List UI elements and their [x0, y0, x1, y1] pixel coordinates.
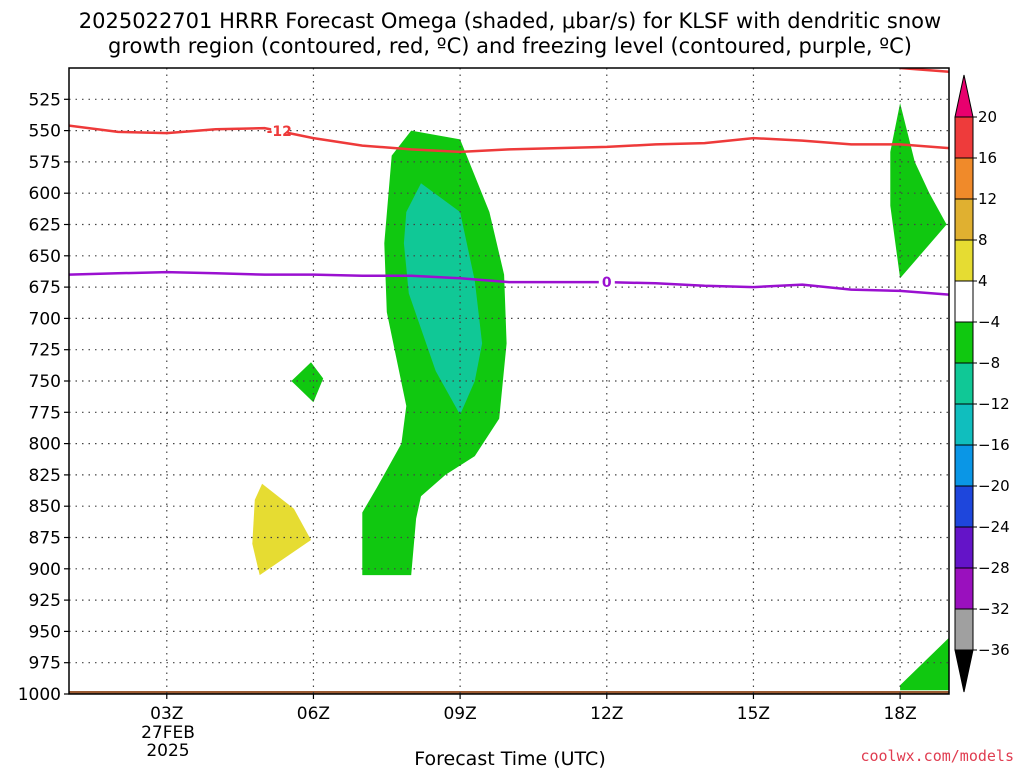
y-tick-label-1000: 1000	[18, 685, 61, 705]
contour-line-0	[69, 270, 949, 296]
colorbar-arrow-top	[954, 74, 974, 118]
y-tick-label-875: 875	[29, 529, 61, 549]
colorbar-bin-9	[954, 485, 974, 528]
omega-right-green	[890, 103, 947, 279]
colorbar: 20 16 12 8 4 −4 −8 −12 −16 −20 −24 −28 −32 −36	[954, 74, 1010, 693]
colorbar-bin-5	[954, 321, 974, 364]
colorbar-bin-7	[954, 403, 974, 446]
plot-area: -12 0	[68, 67, 950, 695]
colorbar-bin-11	[954, 567, 974, 610]
y-tick-label-800: 800	[29, 435, 61, 455]
x-tick-label-03Z: 03Z	[150, 704, 183, 724]
colorbar-label-3: 8	[978, 231, 988, 249]
colorbar-label-6: −8	[978, 354, 1000, 372]
colorbar-label-10: −24	[978, 518, 1010, 536]
colorbar-bin-2	[954, 198, 974, 241]
title-line1: 2025022701 HRRR Forecast Omega (shaded, …	[79, 9, 941, 33]
y-tick-label-725: 725	[29, 341, 61, 361]
colorbar-bin-3	[954, 239, 974, 282]
colorbar-label-11: −28	[978, 559, 1010, 577]
credit-link[interactable]: coolwx.com/models	[860, 747, 1014, 765]
contour-label--12: -12	[267, 124, 292, 140]
y-tick-label-900: 900	[29, 560, 61, 580]
colorbar-label-13: −36	[978, 641, 1010, 659]
x-tick-label-06Z: 06Z	[297, 704, 330, 724]
y-tick-label-575: 575	[29, 153, 61, 173]
y-tick-label-700: 700	[29, 309, 61, 329]
colorbar-label-4: 4	[978, 272, 988, 290]
colorbar-label-8: −16	[978, 436, 1010, 454]
colorbar-label-0: 20	[978, 108, 997, 126]
y-tick-label-850: 850	[29, 497, 61, 517]
colorbar-label-7: −12	[978, 395, 1010, 413]
y-tick-label-675: 675	[29, 278, 61, 298]
y-tick-label-600: 600	[29, 184, 61, 204]
colorbar-label-1: 16	[978, 149, 997, 167]
y-tick-label-925: 925	[29, 591, 61, 611]
y-tick-label-550: 550	[29, 122, 61, 142]
colorbar-bin-12	[954, 608, 974, 651]
colorbar-bin-10	[954, 526, 974, 569]
x-tick-label-12Z: 12Z	[590, 704, 623, 724]
y-tick-label-975: 975	[29, 654, 61, 674]
colorbar-label-12: −32	[978, 600, 1010, 618]
date-label-year: 2025	[146, 741, 189, 761]
colorbar-label-9: −20	[978, 477, 1010, 495]
colorbar-bin-6	[954, 362, 974, 405]
x-tick-label-09Z: 09Z	[443, 704, 476, 724]
x-tick-label-15Z: 15Z	[737, 704, 770, 724]
colorbar-bin-0	[954, 116, 974, 159]
y-tick-label-775: 775	[29, 403, 61, 423]
colorbar-bin-4	[954, 280, 974, 323]
omega-bottom-right-green	[900, 637, 949, 691]
y-tick-label-825: 825	[29, 466, 61, 486]
colorbar-bin-8	[954, 444, 974, 487]
y-tick-label-525: 525	[29, 90, 61, 110]
colorbar-label-5: −4	[978, 313, 1000, 331]
omega-small-green	[291, 362, 324, 403]
contour-label-0: 0	[602, 275, 612, 291]
x-axis-ticks: 03Z 06Z 09Z 12Z 15Z 18Z	[150, 694, 917, 724]
y-axis-ticks: 525 550 575 600 625 650 675 700 725 750 775 800 825 8…	[18, 90, 69, 705]
contour-line--12	[69, 124, 949, 154]
x-tick-label-18Z: 18Z	[883, 704, 916, 724]
contour-label-bg-0	[598, 274, 615, 289]
date-label-day: 27FEB	[141, 723, 195, 743]
y-tick-label-950: 950	[29, 622, 61, 642]
title-line2: growth region (contoured, red, ºC) and f…	[108, 34, 912, 58]
colorbar-bin-1	[954, 157, 974, 200]
colorbar-label-2: 12	[978, 190, 997, 208]
y-tick-label-750: 750	[29, 372, 61, 392]
x-axis-label: Forecast Time (UTC)	[414, 748, 605, 768]
omega-positive-yellow	[252, 483, 311, 576]
surface-band	[69, 691, 949, 694]
omega-main-teal	[403, 183, 483, 415]
contour-label-bg--12	[271, 123, 288, 138]
y-tick-label-650: 650	[29, 247, 61, 267]
colorbar-arrow-bottom	[954, 649, 974, 693]
y-tick-label-625: 625	[29, 216, 61, 236]
plot-background	[69, 68, 949, 694]
